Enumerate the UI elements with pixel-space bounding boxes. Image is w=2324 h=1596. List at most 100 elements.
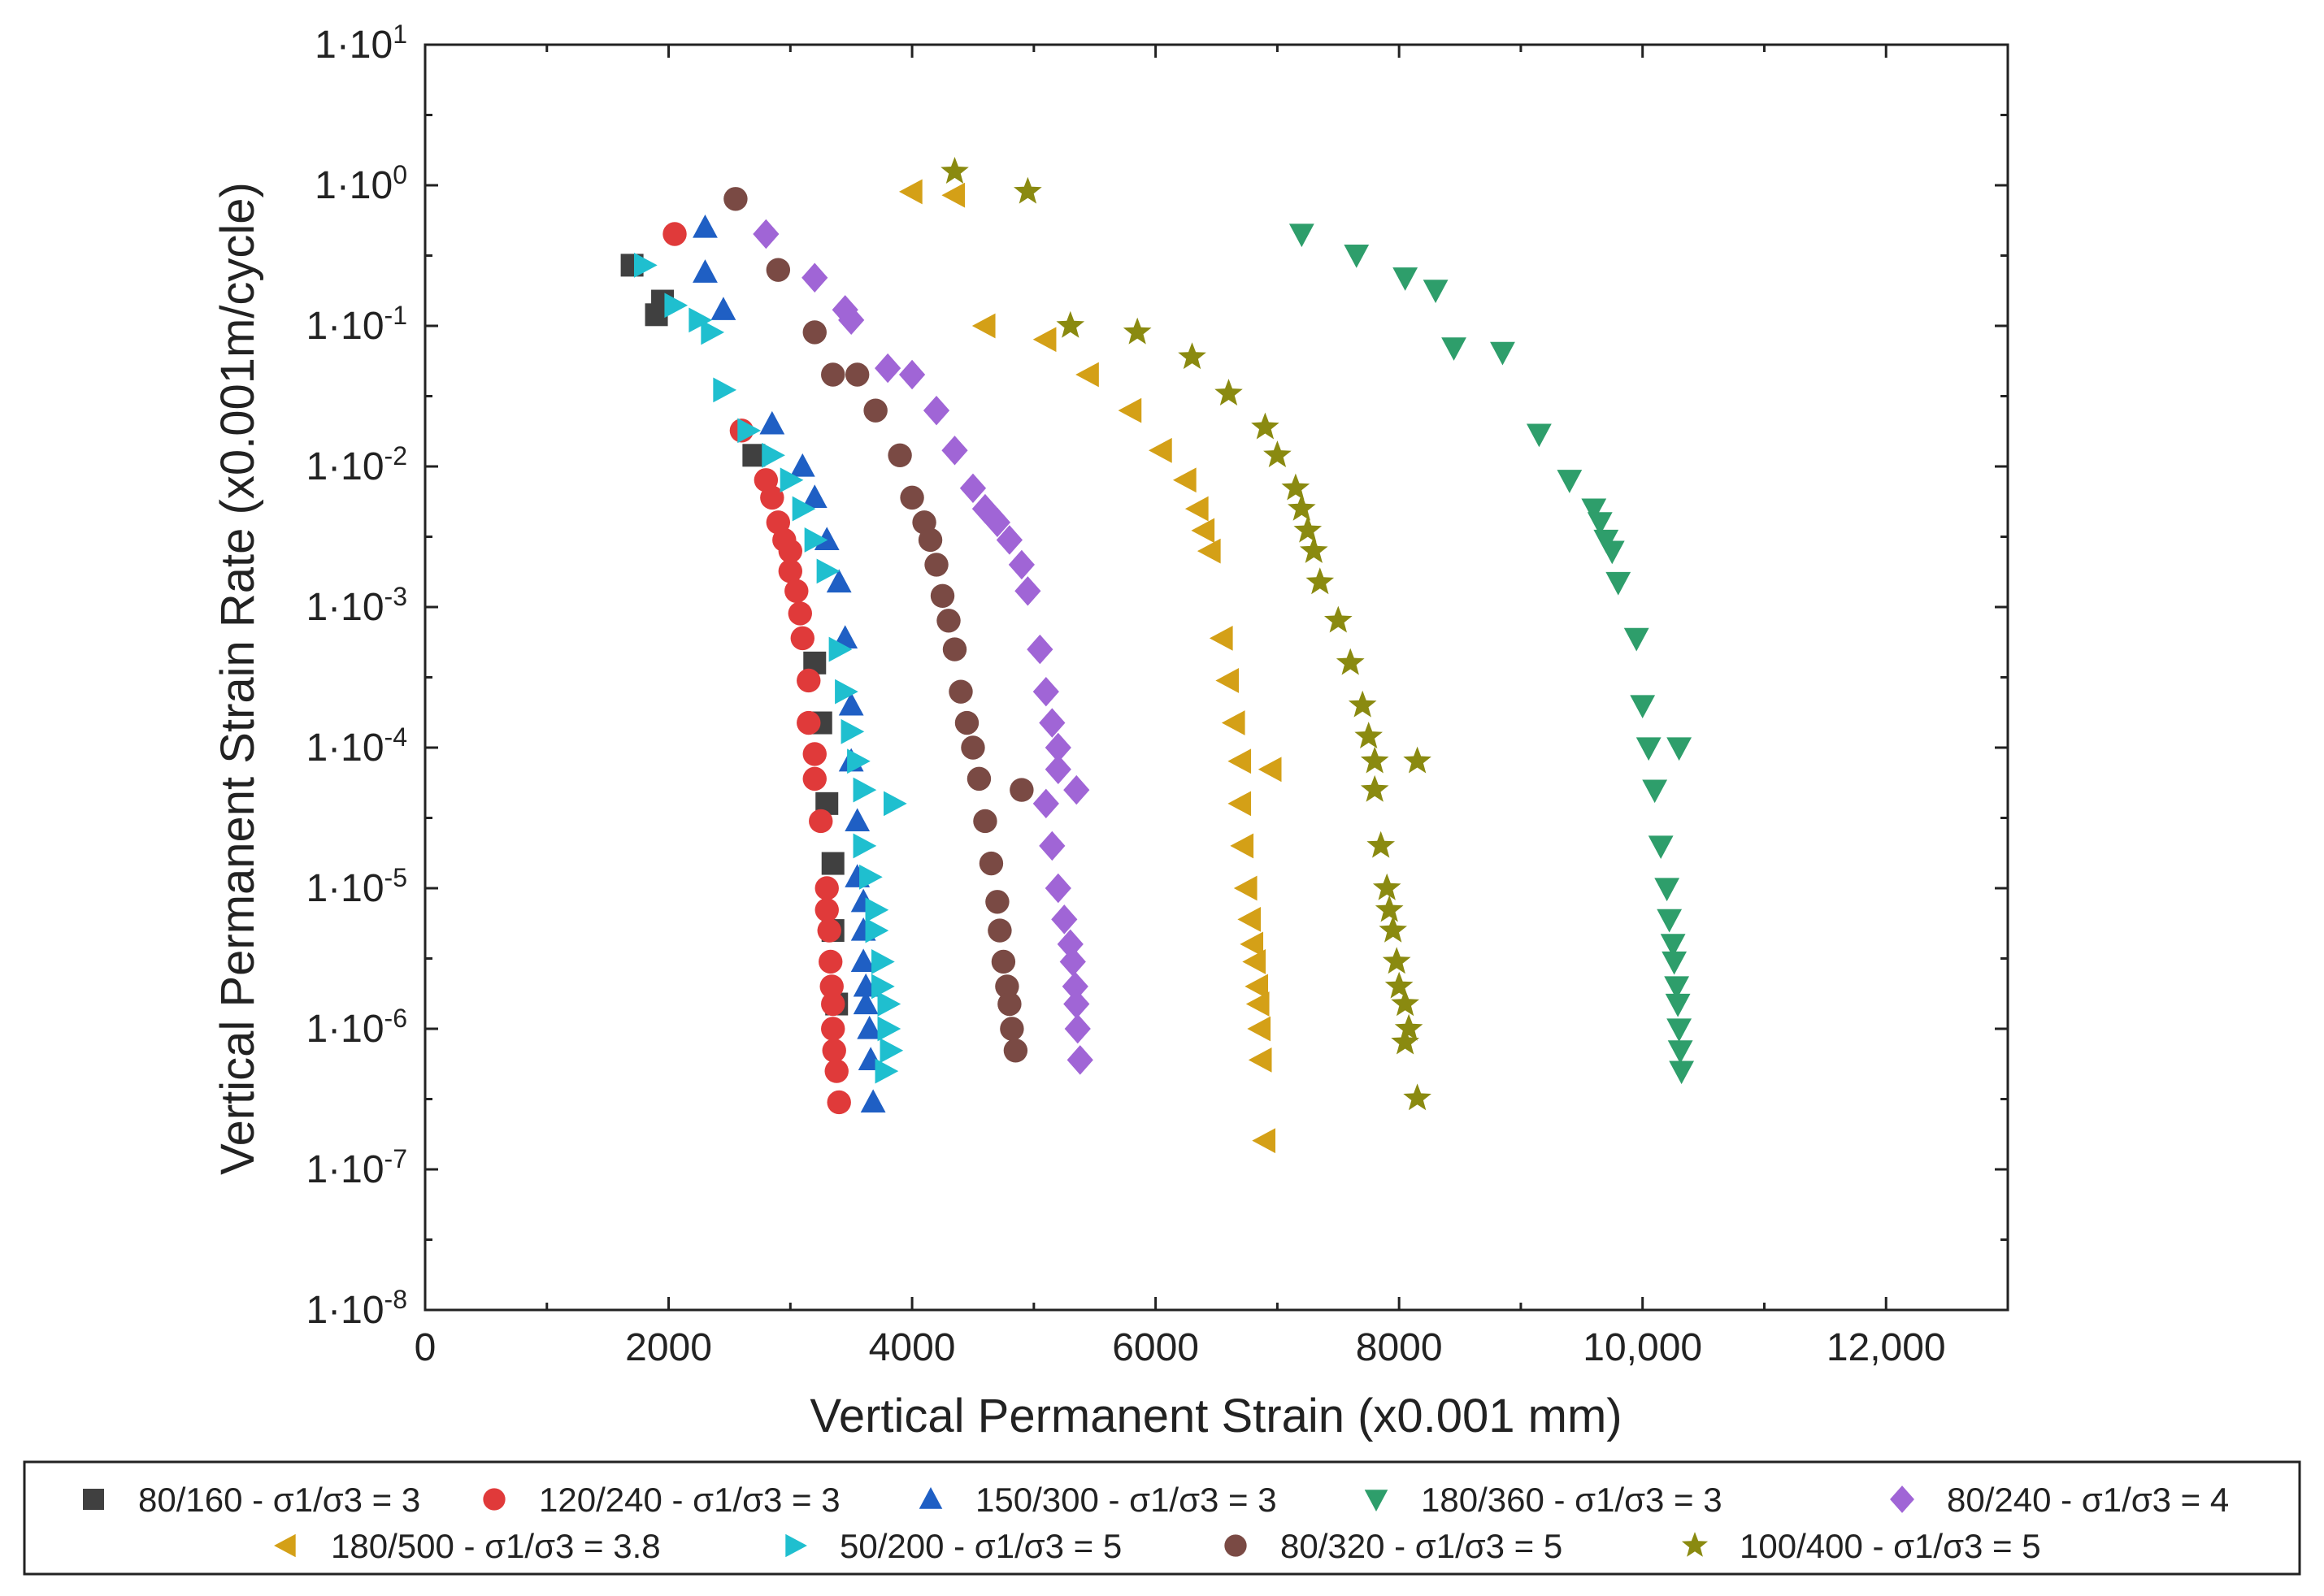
data-point: [826, 569, 852, 593]
data-point: [1630, 695, 1656, 719]
data-point: [1062, 971, 1088, 1002]
data-point: [1209, 625, 1233, 651]
data-point: [1215, 668, 1240, 693]
data-point: [713, 377, 737, 403]
data-point: [857, 1015, 883, 1039]
data-point: [816, 558, 841, 584]
data-point: [1237, 906, 1262, 932]
data-point: [1324, 605, 1353, 633]
data-point: [1063, 989, 1090, 1019]
data-point: [1027, 634, 1053, 665]
data-point: [973, 809, 997, 834]
y-tick-label: 1·101: [315, 20, 407, 67]
data-point: [1669, 1060, 1695, 1085]
data-point: [1123, 317, 1152, 345]
legend-item: 80/160 - σ1/σ3 = 3: [83, 1481, 420, 1519]
data-point: [1045, 732, 1071, 763]
x-tick-label: 12,000: [1827, 1326, 1946, 1369]
data-point: [1039, 831, 1066, 861]
data-point: [835, 679, 858, 705]
data-point: [1240, 931, 1264, 957]
series-7: [633, 252, 907, 1084]
data-point: [1642, 779, 1668, 804]
y-tick-label: 1·10-1: [306, 301, 407, 348]
data-point: [1251, 412, 1279, 440]
data-point: [871, 974, 895, 1000]
data-point: [949, 679, 973, 704]
data-point: [780, 467, 804, 493]
y-tick-label: 1·10-3: [306, 582, 407, 629]
series-4: [1288, 223, 1695, 1085]
data-point: [1288, 223, 1314, 248]
data-point: [1197, 538, 1221, 564]
data-point: [1344, 245, 1370, 268]
data-point: [797, 710, 821, 735]
data-point: [1635, 737, 1662, 761]
data-point: [821, 852, 845, 875]
data-point: [766, 258, 791, 282]
x-tick-label: 6000: [1112, 1326, 1199, 1369]
data-point: [801, 484, 828, 508]
data-point: [930, 583, 955, 609]
data-point: [1348, 690, 1377, 718]
data-point: [809, 809, 833, 834]
data-point: [784, 579, 809, 603]
data-point: [689, 307, 713, 333]
data-point: [824, 1059, 849, 1083]
data-point: [1666, 1018, 1692, 1043]
data-point: [804, 527, 828, 553]
legend-marker: [1364, 1490, 1388, 1511]
data-point: [819, 974, 844, 999]
series-3: [693, 214, 886, 1113]
x-tick-label: 2000: [625, 1326, 712, 1369]
data-point: [1394, 1013, 1423, 1041]
data-point: [1247, 1016, 1271, 1042]
y-tick-label: 1·10-4: [306, 722, 407, 770]
data-point: [742, 444, 766, 467]
data-point: [1000, 1017, 1024, 1041]
data-point: [971, 493, 999, 524]
data-point: [664, 293, 689, 319]
data-point: [959, 473, 987, 503]
data-point: [996, 525, 1023, 555]
data-point: [814, 876, 839, 900]
data-point: [985, 890, 1010, 914]
data-point: [1214, 379, 1243, 406]
data-point: [789, 453, 815, 477]
data-point: [1441, 337, 1466, 361]
data-point: [853, 991, 879, 1015]
data-point: [827, 1090, 851, 1115]
data-point: [1403, 1083, 1431, 1111]
legend-marker: [1890, 1485, 1914, 1513]
data-point: [1490, 341, 1515, 366]
data-point: [759, 410, 785, 435]
data-point: [1382, 947, 1411, 974]
data-point: [693, 259, 718, 283]
data-point: [662, 222, 687, 246]
data-point: [1191, 518, 1215, 544]
data-point: [1392, 267, 1418, 291]
data-point: [1423, 280, 1449, 303]
data-point: [845, 808, 871, 832]
legend-item: 50/200 - σ1/σ3 = 5: [785, 1527, 1122, 1565]
legend-marker: [919, 1487, 943, 1509]
legend-label: 80/160 - σ1/σ3 = 3: [138, 1481, 420, 1519]
data-point: [1379, 915, 1407, 943]
data-point: [1003, 1039, 1028, 1063]
data-point: [1366, 831, 1395, 858]
data-point: [797, 668, 821, 693]
series-9: [940, 157, 1431, 1111]
data-point: [942, 637, 967, 661]
data-point: [1587, 512, 1613, 536]
data-point: [1258, 757, 1282, 783]
data-point: [760, 485, 784, 510]
data-point: [778, 539, 803, 563]
data-point: [1064, 1013, 1091, 1044]
data-point: [1032, 676, 1059, 707]
data-point: [971, 313, 996, 339]
data-point: [1032, 327, 1057, 353]
data-point: [1057, 929, 1084, 960]
data-point: [1172, 467, 1197, 493]
data-point: [1623, 627, 1649, 652]
